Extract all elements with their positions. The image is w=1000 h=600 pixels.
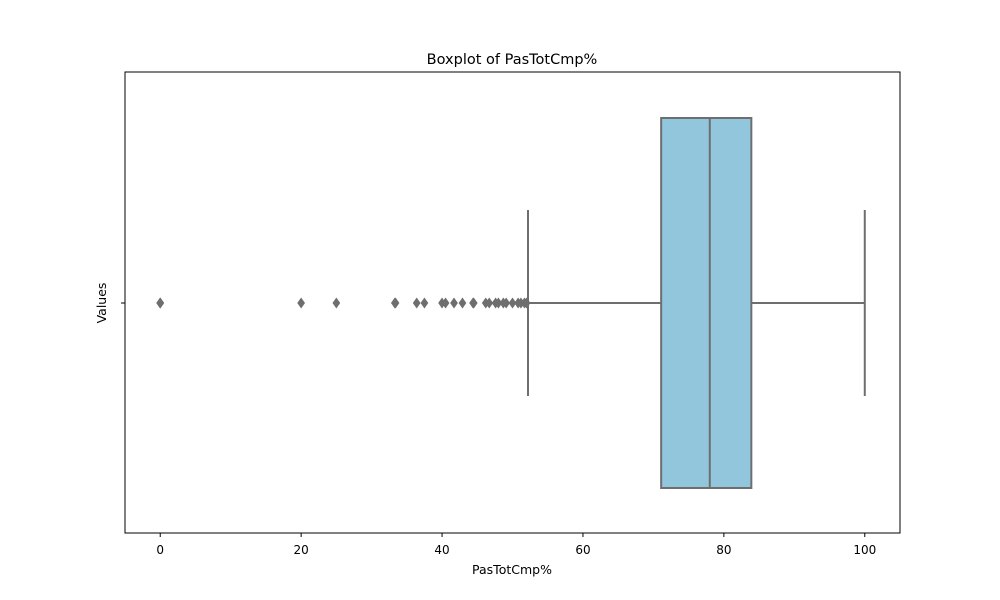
x-axis-ticks: 0 20 40 60 80 100 — [156, 533, 876, 557]
x-axis-label: PasTotCmp% — [472, 562, 552, 577]
outlier-point — [391, 297, 400, 309]
x-tick-label: 0 — [156, 543, 164, 557]
x-tick-label: 80 — [716, 543, 731, 557]
x-tick-label: 40 — [434, 543, 449, 557]
outlier-point — [297, 297, 306, 309]
outlier-point — [502, 297, 511, 309]
outlier-point — [458, 297, 467, 309]
outlier-point — [156, 297, 165, 309]
x-tick-label: 100 — [853, 543, 876, 557]
outlier-point — [420, 297, 429, 309]
outlier-point — [412, 297, 421, 309]
outlier-point — [508, 297, 517, 309]
outlier-point — [485, 297, 494, 309]
outlier-point — [522, 297, 531, 309]
outlier-point — [332, 297, 341, 309]
x-tick-label: 20 — [293, 543, 308, 557]
chart-title: Boxplot of PasTotCmp% — [427, 52, 598, 68]
outlier-point — [469, 297, 478, 309]
chart-marks — [156, 117, 866, 489]
iqr-box — [660, 117, 753, 489]
outlier-point — [450, 297, 458, 309]
outlier-point — [441, 297, 450, 309]
y-axis-label: Values — [94, 283, 109, 324]
x-tick-label: 60 — [575, 543, 590, 557]
